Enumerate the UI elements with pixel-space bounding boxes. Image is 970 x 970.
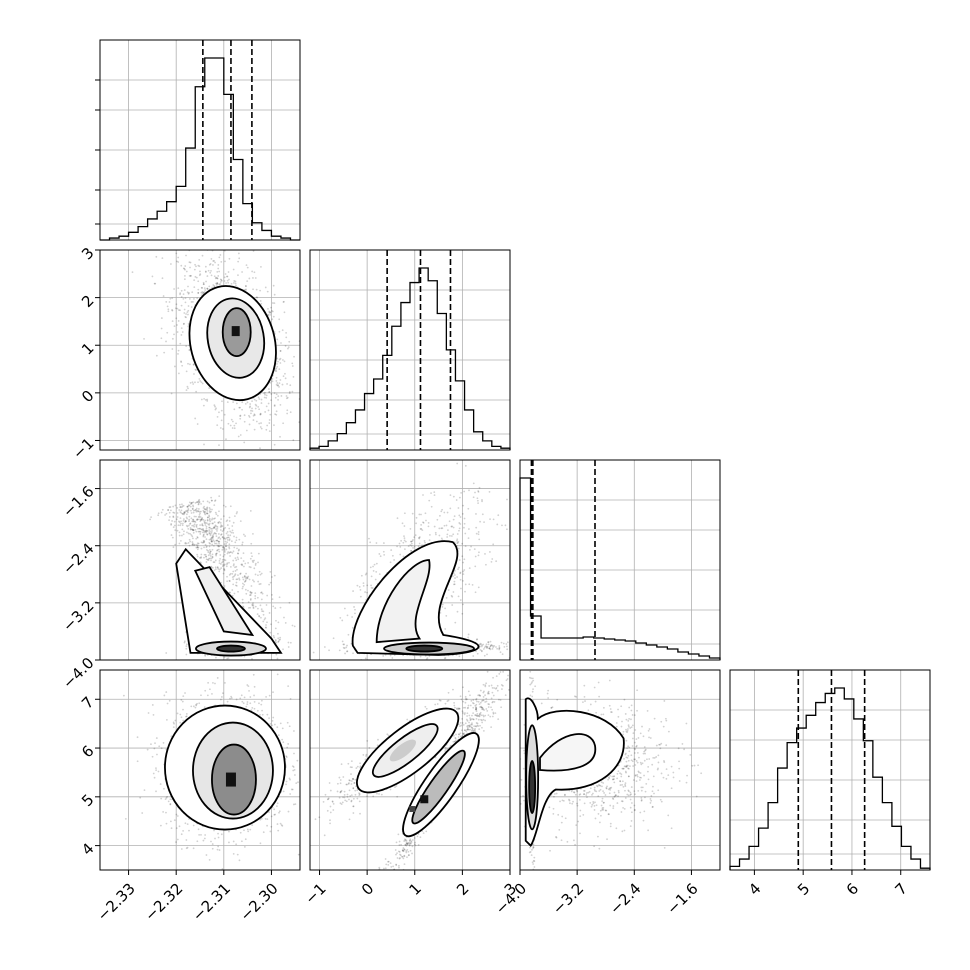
density-contours (351, 540, 480, 656)
y-axis-3: 4 5 6 7 (78, 693, 100, 859)
panel-frame (519, 459, 721, 661)
x-tick-label: −2.32 (141, 880, 186, 925)
y-tick-label: 4 (78, 839, 97, 858)
y-tick-label: 3 (78, 244, 97, 263)
x-tick-label: −3.2 (549, 880, 587, 918)
scatter-panel-3-1 (309, 669, 511, 871)
y-axis-2: −4.0 −3.2 −2.4 −1.6 (59, 482, 100, 692)
y-tick-label: 1 (78, 339, 97, 358)
y-tick-label: 7 (78, 693, 97, 712)
y-tick-label: −4.0 (59, 654, 97, 692)
x-tick-label: 5 (794, 880, 813, 899)
histogram-step (309, 267, 511, 450)
x-axis-2: −4.0 −3.2 −2.4 −1.6 (492, 870, 702, 918)
y-tick-label: 5 (78, 791, 97, 810)
x-tick-label: −4.0 (492, 880, 530, 918)
panel-frame (99, 249, 301, 451)
x-tick-label: −1.6 (663, 880, 701, 918)
scatter-panel-2-1 (309, 459, 511, 661)
panel-frame (729, 669, 931, 871)
contour-middle (375, 559, 431, 644)
scatter-panel-3-2 (519, 669, 721, 871)
y-tick-label: −3.2 (59, 597, 97, 635)
density-contours (188, 285, 277, 402)
x-tick-label: 1 (406, 880, 425, 899)
x-tick-label: −2.33 (94, 880, 139, 925)
histogram-step (519, 477, 721, 660)
x-axis-0: −2.33 −2.32 −2.31 −2.30 (94, 870, 282, 925)
scatter-panel-3-0 (99, 669, 301, 871)
y-tick-label: 6 (78, 742, 97, 761)
contour-inner (528, 760, 537, 814)
histogram-panel-0 (95, 39, 301, 241)
y-tick-label: 0 (78, 387, 97, 406)
panel-frame (99, 39, 301, 241)
scatter-panel-1-0 (99, 249, 301, 451)
panel-frame (519, 669, 721, 871)
density-peak (231, 326, 240, 337)
density-contours (524, 697, 625, 847)
contour-middle (193, 566, 255, 637)
contour-inner (405, 644, 444, 653)
panel-frame (99, 669, 301, 871)
panel-frame (99, 459, 301, 661)
panel-frame (309, 249, 511, 451)
density-contours (164, 704, 286, 831)
density-contours (175, 547, 283, 657)
histogram-step (729, 687, 931, 870)
panel-frame (309, 669, 511, 871)
x-tick-label: 7 (892, 880, 911, 899)
x-tick-label: 0 (358, 880, 377, 899)
density-peak (225, 772, 236, 787)
y-tick-label: 2 (78, 291, 97, 310)
histogram-panel-3 (729, 669, 931, 871)
panel-frame (309, 459, 511, 661)
scatter-panel-2-0 (99, 459, 301, 661)
x-axis-3: 4 5 6 7 (745, 870, 911, 899)
x-tick-label: 4 (745, 880, 764, 899)
y-tick-label: −2.4 (59, 540, 97, 578)
contour-outer (524, 697, 625, 847)
x-tick-label: 2 (453, 880, 472, 899)
density-contours (356, 707, 480, 838)
y-tick-label: −1 (69, 434, 97, 462)
x-tick-label: 6 (843, 880, 862, 899)
histogram-step (100, 57, 300, 241)
contour-middle-lower (411, 749, 466, 825)
density-peak (409, 806, 416, 813)
x-tick-label: −2.30 (236, 880, 281, 925)
contour-inner (216, 644, 246, 653)
y-tick-label: −1.6 (59, 482, 97, 520)
density-peak (420, 795, 429, 804)
contour-middle (539, 733, 597, 772)
x-axis-1: −1 0 1 2 3 (301, 870, 520, 908)
histogram-panel-2 (519, 459, 721, 661)
y-axis-1: −1 0 1 2 3 (69, 244, 100, 463)
x-tick-label: −1 (301, 880, 329, 908)
x-tick-label: −2.4 (606, 880, 644, 918)
x-tick-label: −2.31 (189, 880, 234, 925)
histogram-panel-1 (309, 249, 511, 451)
contour-inner-upper (389, 739, 416, 762)
